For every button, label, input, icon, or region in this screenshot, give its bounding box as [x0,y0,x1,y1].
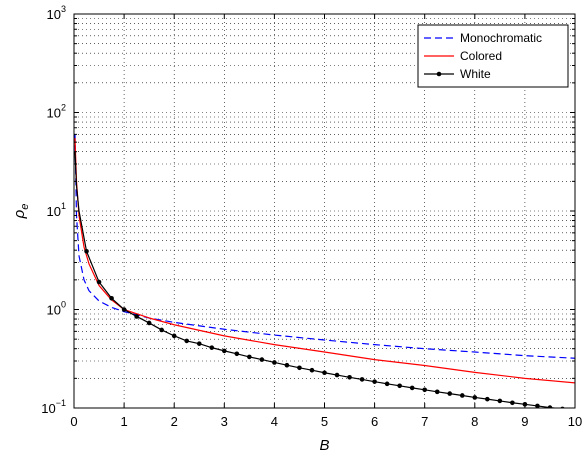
series-marker-white [171,333,177,339]
series-line-monochromatic [74,134,575,359]
x-tick-label: 3 [221,414,228,429]
series-marker-white [159,327,164,333]
legend-item-monochromatic: Monochromatic [424,31,542,45]
x-tick-label: 5 [321,414,328,429]
y-tick-exponent: 2 [61,103,66,113]
series-marker-white [146,320,152,326]
series-white [74,151,575,408]
series-marker-white [497,398,503,404]
series-marker-white [184,338,190,344]
y-tick-label: 102 [47,103,66,121]
legend-label: Monochromatic [460,31,542,45]
series-monochromatic [74,134,575,359]
series-marker-white [196,341,202,346]
x-tick-label: 6 [371,414,378,429]
x-tick-label: 7 [421,414,428,429]
series-marker-white [334,372,340,378]
x-tick-label: 2 [171,414,178,429]
y-tick-base: 10 [47,204,61,219]
x-tick-label: 1 [120,414,127,429]
series-marker-white [447,391,453,396]
legend-label: Colored [460,49,502,63]
series-marker-white [284,362,290,368]
x-tick-label: 0 [70,414,77,429]
y-tick-base: 10 [41,401,55,416]
x-tick-label: 4 [271,414,278,429]
series-marker-white [297,365,302,371]
series-marker-white [434,389,440,395]
series-marker-white [322,370,327,376]
series-marker-white [96,279,102,285]
grid-lines [74,14,575,408]
x-tick-label: 10 [568,414,582,429]
series-marker-white [84,248,89,254]
series-marker-white [535,403,540,408]
series-marker-white [121,307,127,312]
legend: Monochromatic Colored White [417,24,569,88]
series-marker-white [459,393,465,398]
legend-marker [436,71,442,77]
x-axis-title: B [319,437,329,454]
series-marker-white [372,379,377,384]
series-line-colored [74,138,575,384]
y-tick-base: 10 [47,7,61,22]
y-tick-base: 10 [47,106,61,121]
y-tick-exponent: 0 [61,300,66,310]
series-marker-white [422,387,428,393]
y-axis-title-main: ρ [11,209,28,219]
x-tick-label: 8 [471,414,478,429]
series-marker-white [259,357,265,362]
legend-label: White [460,67,491,81]
series-marker-white [472,395,478,400]
y-axis-title-subscript: e [19,204,31,210]
series-marker-white [347,374,352,380]
y-tick-base: 10 [47,303,61,318]
y-axis-title: ρe [11,204,31,220]
series-marker-white [309,367,315,373]
y-tick-exponent: 1 [61,201,66,211]
series-marker-white [234,351,240,357]
series-marker-white [222,348,227,354]
plot-series [74,134,575,408]
y-tick-exponent: 3 [61,4,66,14]
axis-ticks [73,14,576,408]
series-marker-white [247,354,252,360]
y-tick-label: 100 [47,300,66,318]
series-marker-white [384,381,390,387]
series-marker-white [209,345,215,350]
series-colored [74,138,575,384]
series-marker-white [109,295,114,301]
series-marker-white [397,383,402,389]
series-marker-white [510,400,515,406]
series-marker-white [409,385,415,391]
series-marker-white [134,314,139,319]
legend-item-colored: Colored [424,49,502,63]
y-tick-label: 10−1 [41,398,66,416]
y-tick-label: 101 [47,201,66,219]
legend-item-white: White [424,67,491,81]
series-marker-white [547,405,553,408]
y-tick-exponent: −1 [56,398,66,408]
x-tick-label: 9 [521,414,528,429]
series-marker-white [359,377,365,382]
legend-box [417,24,569,88]
series-marker-white [485,396,490,402]
series-marker-white [272,360,277,365]
y-tick-label: 103 [47,4,66,22]
